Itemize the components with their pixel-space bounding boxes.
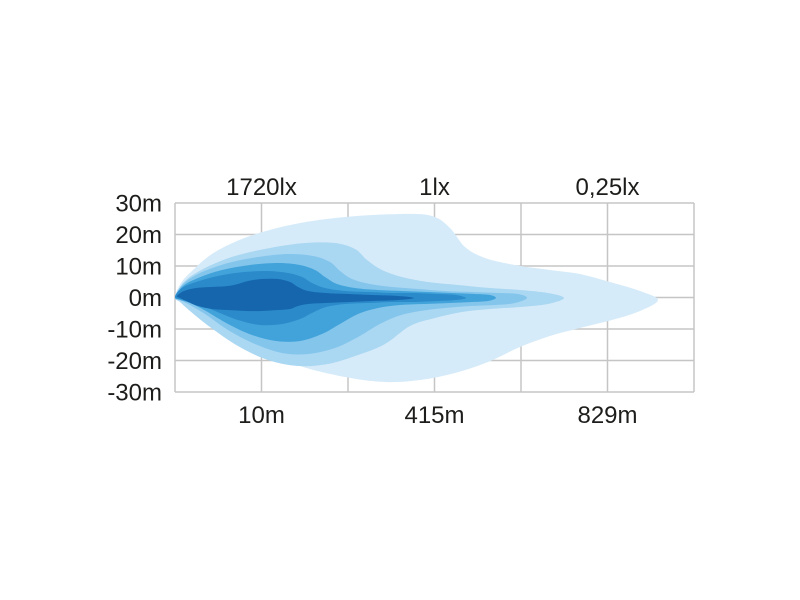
lux-level-label: 0,25lx [575,174,639,201]
y-axis-tick-label: 10m [115,254,162,281]
lux-level-label: 1720lx [226,174,297,201]
lux-level-label: 1lx [419,174,450,201]
y-axis-tick-label: -10m [107,317,162,344]
y-axis-tick-label: 20m [115,222,162,249]
y-axis-tick-label: -20m [107,348,162,375]
y-axis-tick-label: 30m [115,191,162,218]
y-axis-tick-label: 0m [129,285,162,312]
contour-level-1-core [176,278,414,312]
beam-contours [174,213,658,383]
axis-labels: 30m 20m 10m 0m -10m -20m -30m 1720lx 1lx 0,25lx 10… [107,174,639,429]
distance-label: 829m [577,402,637,429]
distance-label: 10m [238,402,285,429]
y-axis-tick-label: -30m [107,380,162,407]
distance-label: 415m [404,402,464,429]
